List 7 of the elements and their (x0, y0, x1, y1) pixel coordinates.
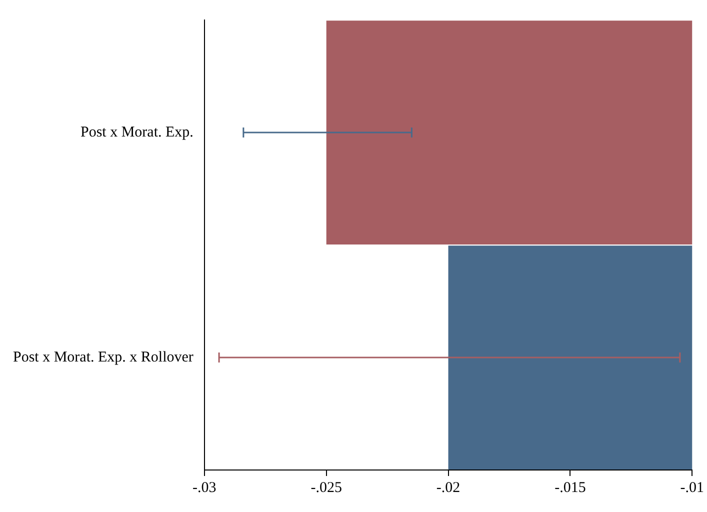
x-tick-label: -.02 (436, 480, 460, 496)
y-tick-label: Post x Morat. Exp. (80, 124, 194, 140)
x-tick-label: -.03 (192, 480, 216, 496)
x-tick-label: -.015 (554, 480, 586, 496)
y-tick-label: Post x Morat. Exp. x Rollover (12, 349, 194, 366)
x-tick-label: -.01 (680, 480, 704, 496)
x-tick-label: -.025 (310, 480, 342, 496)
